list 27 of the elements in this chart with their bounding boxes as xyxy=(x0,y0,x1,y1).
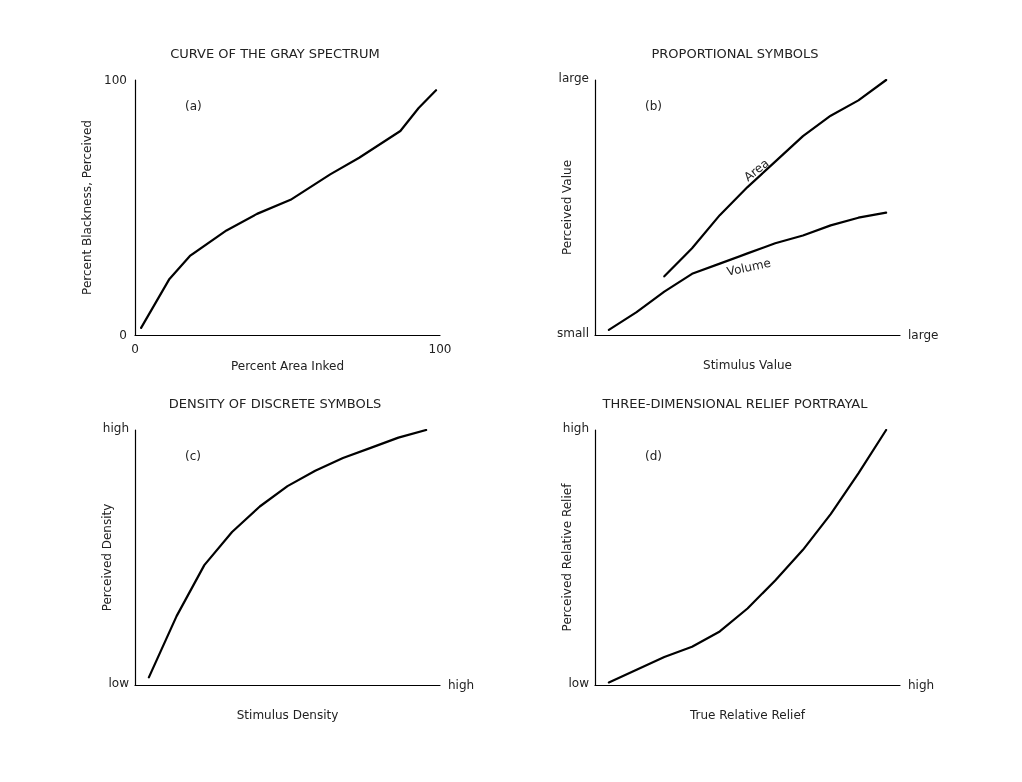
chart-title: PROPORTIONAL SYMBOLS xyxy=(651,46,819,61)
text: high xyxy=(448,678,475,692)
x-axis-title: Stimulus Value xyxy=(703,358,792,372)
text: high xyxy=(562,421,590,435)
x-axis-title: Stimulus Density xyxy=(236,708,339,722)
line-series xyxy=(140,89,438,329)
y-axis-title: Perceived Relative Relief xyxy=(560,482,574,632)
x-axis-title: True Relative Relief xyxy=(689,708,806,722)
text: high xyxy=(908,678,935,692)
chart-title: DENSITY OF DISCRETE SYMBOLS xyxy=(168,396,382,411)
text: Volume xyxy=(725,255,773,279)
text: large xyxy=(558,71,590,85)
y-axis-title: Perceived Value xyxy=(560,159,574,256)
text: low xyxy=(108,676,130,690)
chart-title: CURVE OF THE GRAY SPECTRUM xyxy=(170,46,380,61)
y-axis-title: Perceived Density xyxy=(100,503,114,612)
annotation: (a) xyxy=(185,99,202,113)
text: large xyxy=(908,328,939,342)
chart-title: THREE-DIMENSIONAL RELIEF PORTRAYAL xyxy=(601,396,869,411)
text: small xyxy=(557,326,590,340)
annotation: (d) xyxy=(645,449,662,463)
y-axis-title: Percent Blackness, Perceived xyxy=(80,120,95,295)
text: high xyxy=(102,421,130,435)
x-axis-title: Percent Area Inked xyxy=(230,358,345,373)
annotation: (c) xyxy=(185,449,201,463)
text: low xyxy=(568,676,590,690)
annotation: (b) xyxy=(645,99,662,113)
